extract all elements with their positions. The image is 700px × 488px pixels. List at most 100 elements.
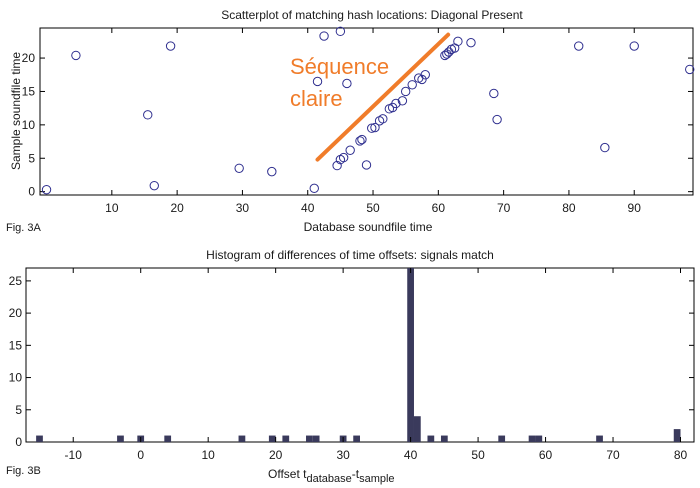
scatter-plot-frame [39,27,694,196]
scatter-y-axis-label: Sample soundfile time [9,52,23,170]
scatter-y-tick-label: 5 [28,151,35,165]
scatter-point [332,160,342,171]
scatter-x-tick-label: 80 [562,201,576,215]
scatter-point [420,70,430,80]
histogram-bar [413,416,421,442]
scatter-point [370,122,380,133]
scatter-point [417,74,427,85]
histogram-bar [268,435,276,442]
figure-label-3b: Fig. 3B [6,465,41,477]
scatter-point [453,36,463,47]
histogram-bar [312,435,320,442]
scatter-y-tick-label: 15 [22,84,36,98]
histogram-x-tick-label: 60 [539,448,553,462]
scatter-x-tick-label: 30 [236,201,250,215]
scatter-point [342,78,352,89]
histogram-x-tick-label: 80 [674,448,688,462]
scatter-point [400,86,411,97]
figure-label-3a: Fig. 3A [6,222,42,234]
scatter-y-tick-label: 20 [22,51,36,65]
histogram-x-axis-label: Offset tdatabase-tsample [268,467,395,485]
histogram-bar [596,435,603,442]
histogram-x-tick-label: 30 [336,448,350,462]
scatter-point [407,80,417,90]
scatter-point [442,49,452,59]
scatter-point [367,123,377,133]
scatter-point [338,152,349,163]
scatter-x-tick-label: 20 [170,201,184,215]
histogram-x-tick-label: 10 [202,448,216,462]
scatter-point [149,180,159,191]
scatter-x-tick-label: 60 [432,201,446,215]
histogram-x-tick-label: 0 [137,448,144,462]
scatter-point [489,88,499,99]
histogram-bar [238,435,246,442]
scatter-point [466,37,476,48]
xlabel-minus: -t [352,467,360,481]
histogram-bar [36,435,43,442]
scatter-point [267,166,277,177]
scatter-point [391,98,401,109]
histogram-y-tick-label: 0 [15,435,22,449]
histogram-bar [427,435,435,442]
histogram-bar [164,435,172,442]
scatter-x-tick-label: 50 [366,201,380,215]
scatter-point [600,142,610,153]
histogram-y-tick-label: 10 [9,371,23,385]
scatter-point [378,114,388,124]
scatter-x-ticks: 10 20 30 40 50 60 70 80 90 [105,28,641,215]
histogram-chart: Histogram of differences of time offsets… [6,248,695,485]
xlabel-sub-database: database [306,473,351,485]
scatter-title: Scatterplot of matching hash locations: … [221,8,523,22]
scatter-x-tick-label: 90 [628,201,642,215]
annotation-label-line2: claire [290,86,343,111]
scatter-point [234,163,244,173]
xlabel-sub-sample: sample [359,473,394,485]
scatter-point [361,160,372,170]
scatter-point [309,183,319,194]
histogram-bar [440,435,448,442]
histogram-y-tick-label: 15 [9,338,23,352]
scatter-point [335,26,346,37]
scatter-y-ticks: 0 5 10 15 20 [22,51,693,199]
histogram-x-tick-label: -10 [65,448,83,462]
histogram-bar [498,435,506,442]
histogram-x-tick-label: 50 [471,448,485,462]
scatter-point [355,136,365,146]
scatter-point [492,114,502,125]
histogram-bar [282,435,290,442]
histogram-bars [36,268,681,442]
histogram-bar [117,435,124,442]
scatter-point [165,41,176,51]
scatter-points [41,26,695,195]
histogram-x-tick-label: 20 [269,448,283,462]
scatter-y-tick-label: 10 [22,118,36,132]
scatter-point [629,41,639,51]
xlabel-main: Offset t [268,467,307,481]
scatter-x-axis-label: Database soundfile time [304,220,433,234]
histogram-title: Histogram of differences of time offsets… [206,248,494,262]
scatter-point [345,145,355,155]
histogram-plot-frame [25,267,695,443]
scatter-chart: Scatterplot of matching hash locations: … [6,8,695,234]
histogram-x-tick-label: 70 [606,448,620,462]
scatter-point [319,31,329,41]
histogram-y-tick-label: 25 [9,274,23,288]
histogram-y-tick-label: 20 [9,306,23,320]
histogram-bar [306,435,313,442]
annotation-label-line1: Séquence [290,54,389,79]
scatter-point [685,64,695,75]
scatter-point [312,76,323,87]
histogram-x-tick-label: 40 [404,448,418,462]
histogram-x-ticks: -10 0 10 20 30 40 50 60 70 80 [65,268,688,462]
scatter-x-tick-label: 40 [301,201,315,215]
scatter-x-tick-label: 70 [497,201,511,215]
scatter-point [71,50,81,61]
histogram-bar [535,435,543,442]
histogram-bar [353,435,360,442]
scatter-x-tick-label: 10 [105,201,119,215]
histogram-y-tick-label: 5 [15,403,22,417]
scatter-point [397,96,408,106]
histogram-bar [528,435,536,442]
